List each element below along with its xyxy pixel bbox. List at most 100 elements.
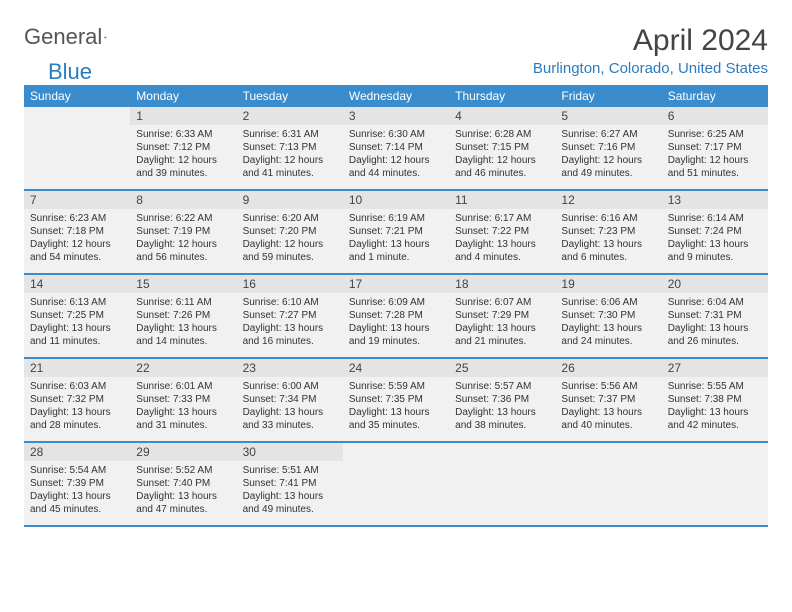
day-number: 16: [243, 277, 337, 291]
brand-part1: General: [24, 24, 102, 50]
sunrise-text: Sunrise: 6:17 AM: [455, 212, 549, 225]
day-cell: 19Sunrise: 6:06 AMSunset: 7:30 PMDayligh…: [555, 275, 661, 357]
day-body: Sunrise: 5:54 AMSunset: 7:39 PMDaylight:…: [24, 461, 130, 520]
day-cell: 29Sunrise: 5:52 AMSunset: 7:40 PMDayligh…: [130, 443, 236, 525]
day-body: Sunrise: 6:33 AMSunset: 7:12 PMDaylight:…: [130, 125, 236, 184]
sunset-text: Sunset: 7:24 PM: [668, 225, 762, 238]
day-number-wrap: 18: [449, 275, 555, 293]
daylight-text: Daylight: 13 hours and 19 minutes.: [349, 322, 443, 348]
day-empty: [24, 107, 130, 189]
daylight-text: Daylight: 13 hours and 40 minutes.: [561, 406, 655, 432]
day-number: 6: [668, 109, 762, 123]
day-number-wrap: 1: [130, 107, 236, 125]
sunrise-text: Sunrise: 6:27 AM: [561, 128, 655, 141]
day-number: 21: [30, 361, 124, 375]
sunset-text: Sunset: 7:34 PM: [243, 393, 337, 406]
day-body: Sunrise: 6:19 AMSunset: 7:21 PMDaylight:…: [343, 209, 449, 268]
day-cell: 10Sunrise: 6:19 AMSunset: 7:21 PMDayligh…: [343, 191, 449, 273]
day-body: Sunrise: 6:01 AMSunset: 7:33 PMDaylight:…: [130, 377, 236, 436]
sunset-text: Sunset: 7:27 PM: [243, 309, 337, 322]
day-cell: 5 Sunrise: 6:27 AMSunset: 7:16 PMDaylight…: [555, 107, 661, 189]
day-cell: 28 Sunrise: 5:54 AMSunset: 7:39 PMDayligh…: [24, 443, 130, 525]
sunset-text: Sunset: 7:37 PM: [561, 393, 655, 406]
daylight-text: Daylight: 13 hours and 28 minutes.: [30, 406, 124, 432]
day-number: 5: [561, 109, 655, 123]
day-cell: 24Sunrise: 5:59 AMSunset: 7:35 PMDayligh…: [343, 359, 449, 441]
day-number: 23: [243, 361, 337, 375]
sunset-text: Sunset: 7:25 PM: [30, 309, 124, 322]
day-number: 22: [136, 361, 230, 375]
sunrise-text: Sunrise: 6:11 AM: [136, 296, 230, 309]
day-body: Sunrise: 6:17 AMSunset: 7:22 PMDaylight:…: [449, 209, 555, 268]
sunrise-text: Sunrise: 6:01 AM: [136, 380, 230, 393]
day-number: 4: [455, 109, 549, 123]
day-cell: 22 Sunrise: 6:01 AMSunset: 7:33 PMDayligh…: [130, 359, 236, 441]
day-number: 28: [30, 445, 124, 459]
sunrise-text: Sunrise: 6:25 AM: [668, 128, 762, 141]
week-row: 21 Sunrise: 6:03 AMSunset: 7:32 PMDayligh…: [24, 359, 768, 443]
day-cell: 21 Sunrise: 6:03 AMSunset: 7:32 PMDayligh…: [24, 359, 130, 441]
daylight-text: Daylight: 13 hours and 16 minutes.: [243, 322, 337, 348]
day-number: 15: [136, 277, 230, 291]
day-cell: 8Sunrise: 6:22 AMSunset: 7:19 PMDaylight…: [130, 191, 236, 273]
sunrise-text: Sunrise: 6:33 AM: [136, 128, 230, 141]
day-number-wrap: 6: [662, 107, 768, 125]
day-empty: [343, 443, 449, 525]
sunrise-text: Sunrise: 6:03 AM: [30, 380, 124, 393]
day-number: 14: [30, 277, 124, 291]
day-cell: 4 Sunrise: 6:28 AMSunset: 7:15 PMDaylight…: [449, 107, 555, 189]
dow-cell: Wednesday: [343, 85, 449, 107]
daylight-text: Daylight: 12 hours and 41 minutes.: [243, 154, 337, 180]
sunset-text: Sunset: 7:16 PM: [561, 141, 655, 154]
day-cell: 3Sunrise: 6:30 AMSunset: 7:14 PMDaylight…: [343, 107, 449, 189]
day-body: Sunrise: 6:30 AMSunset: 7:14 PMDaylight:…: [343, 125, 449, 184]
daylight-text: Daylight: 13 hours and 6 minutes.: [561, 238, 655, 264]
day-number-wrap: 29: [130, 443, 236, 461]
day-body: Sunrise: 6:27 AMSunset: 7:16 PMDaylight:…: [555, 125, 661, 184]
day-cell: 16 Sunrise: 6:10 AMSunset: 7:27 PMDayligh…: [237, 275, 343, 357]
day-cell: 9Sunrise: 6:20 AMSunset: 7:20 PMDaylight…: [237, 191, 343, 273]
daylight-text: Daylight: 12 hours and 44 minutes.: [349, 154, 443, 180]
day-body: Sunrise: 6:07 AMSunset: 7:29 PMDaylight:…: [449, 293, 555, 352]
day-number: 17: [349, 277, 443, 291]
brand-part2: Blue: [48, 59, 92, 85]
sunset-text: Sunset: 7:29 PM: [455, 309, 549, 322]
location-text: Burlington, Colorado, United States: [533, 60, 768, 77]
sunrise-text: Sunrise: 6:30 AM: [349, 128, 443, 141]
day-number-wrap: 8: [130, 191, 236, 209]
day-number-wrap: 17: [343, 275, 449, 293]
week-row: 28 Sunrise: 5:54 AMSunset: 7:39 PMDayligh…: [24, 443, 768, 527]
sunrise-text: Sunrise: 6:16 AM: [561, 212, 655, 225]
day-body: Sunrise: 6:06 AMSunset: 7:30 PMDaylight:…: [555, 293, 661, 352]
day-number-wrap: 16: [237, 275, 343, 293]
day-cell: 18Sunrise: 6:07 AMSunset: 7:29 PMDayligh…: [449, 275, 555, 357]
daylight-text: Daylight: 13 hours and 42 minutes.: [668, 406, 762, 432]
day-number-wrap: 13: [662, 191, 768, 209]
sunset-text: Sunset: 7:39 PM: [30, 477, 124, 490]
day-number: 20: [668, 277, 762, 291]
day-number-wrap: 2: [237, 107, 343, 125]
daylight-text: Daylight: 13 hours and 14 minutes.: [136, 322, 230, 348]
daylight-text: Daylight: 13 hours and 24 minutes.: [561, 322, 655, 348]
sunrise-text: Sunrise: 6:10 AM: [243, 296, 337, 309]
day-number: 12: [561, 193, 655, 207]
sunrise-text: Sunrise: 5:57 AM: [455, 380, 549, 393]
week-row: 7Sunrise: 6:23 AMSunset: 7:18 PMDaylight…: [24, 191, 768, 275]
dow-cell: Monday: [130, 85, 236, 107]
sunset-text: Sunset: 7:21 PM: [349, 225, 443, 238]
day-number-wrap: 10: [343, 191, 449, 209]
day-cell: 12Sunrise: 6:16 AMSunset: 7:23 PMDayligh…: [555, 191, 661, 273]
day-body: Sunrise: 6:31 AMSunset: 7:13 PMDaylight:…: [237, 125, 343, 184]
day-body: Sunrise: 6:10 AMSunset: 7:27 PMDaylight:…: [237, 293, 343, 352]
sunset-text: Sunset: 7:12 PM: [136, 141, 230, 154]
sunrise-text: Sunrise: 6:09 AM: [349, 296, 443, 309]
day-body: Sunrise: 6:03 AMSunset: 7:32 PMDaylight:…: [24, 377, 130, 436]
day-body: Sunrise: 6:28 AMSunset: 7:15 PMDaylight:…: [449, 125, 555, 184]
dow-cell: Friday: [555, 85, 661, 107]
daylight-text: Daylight: 12 hours and 39 minutes.: [136, 154, 230, 180]
day-number-wrap: 5: [555, 107, 661, 125]
daylight-text: Daylight: 13 hours and 45 minutes.: [30, 490, 124, 516]
daylight-text: Daylight: 12 hours and 46 minutes.: [455, 154, 549, 180]
daylight-text: Daylight: 13 hours and 26 minutes.: [668, 322, 762, 348]
sunset-text: Sunset: 7:20 PM: [243, 225, 337, 238]
